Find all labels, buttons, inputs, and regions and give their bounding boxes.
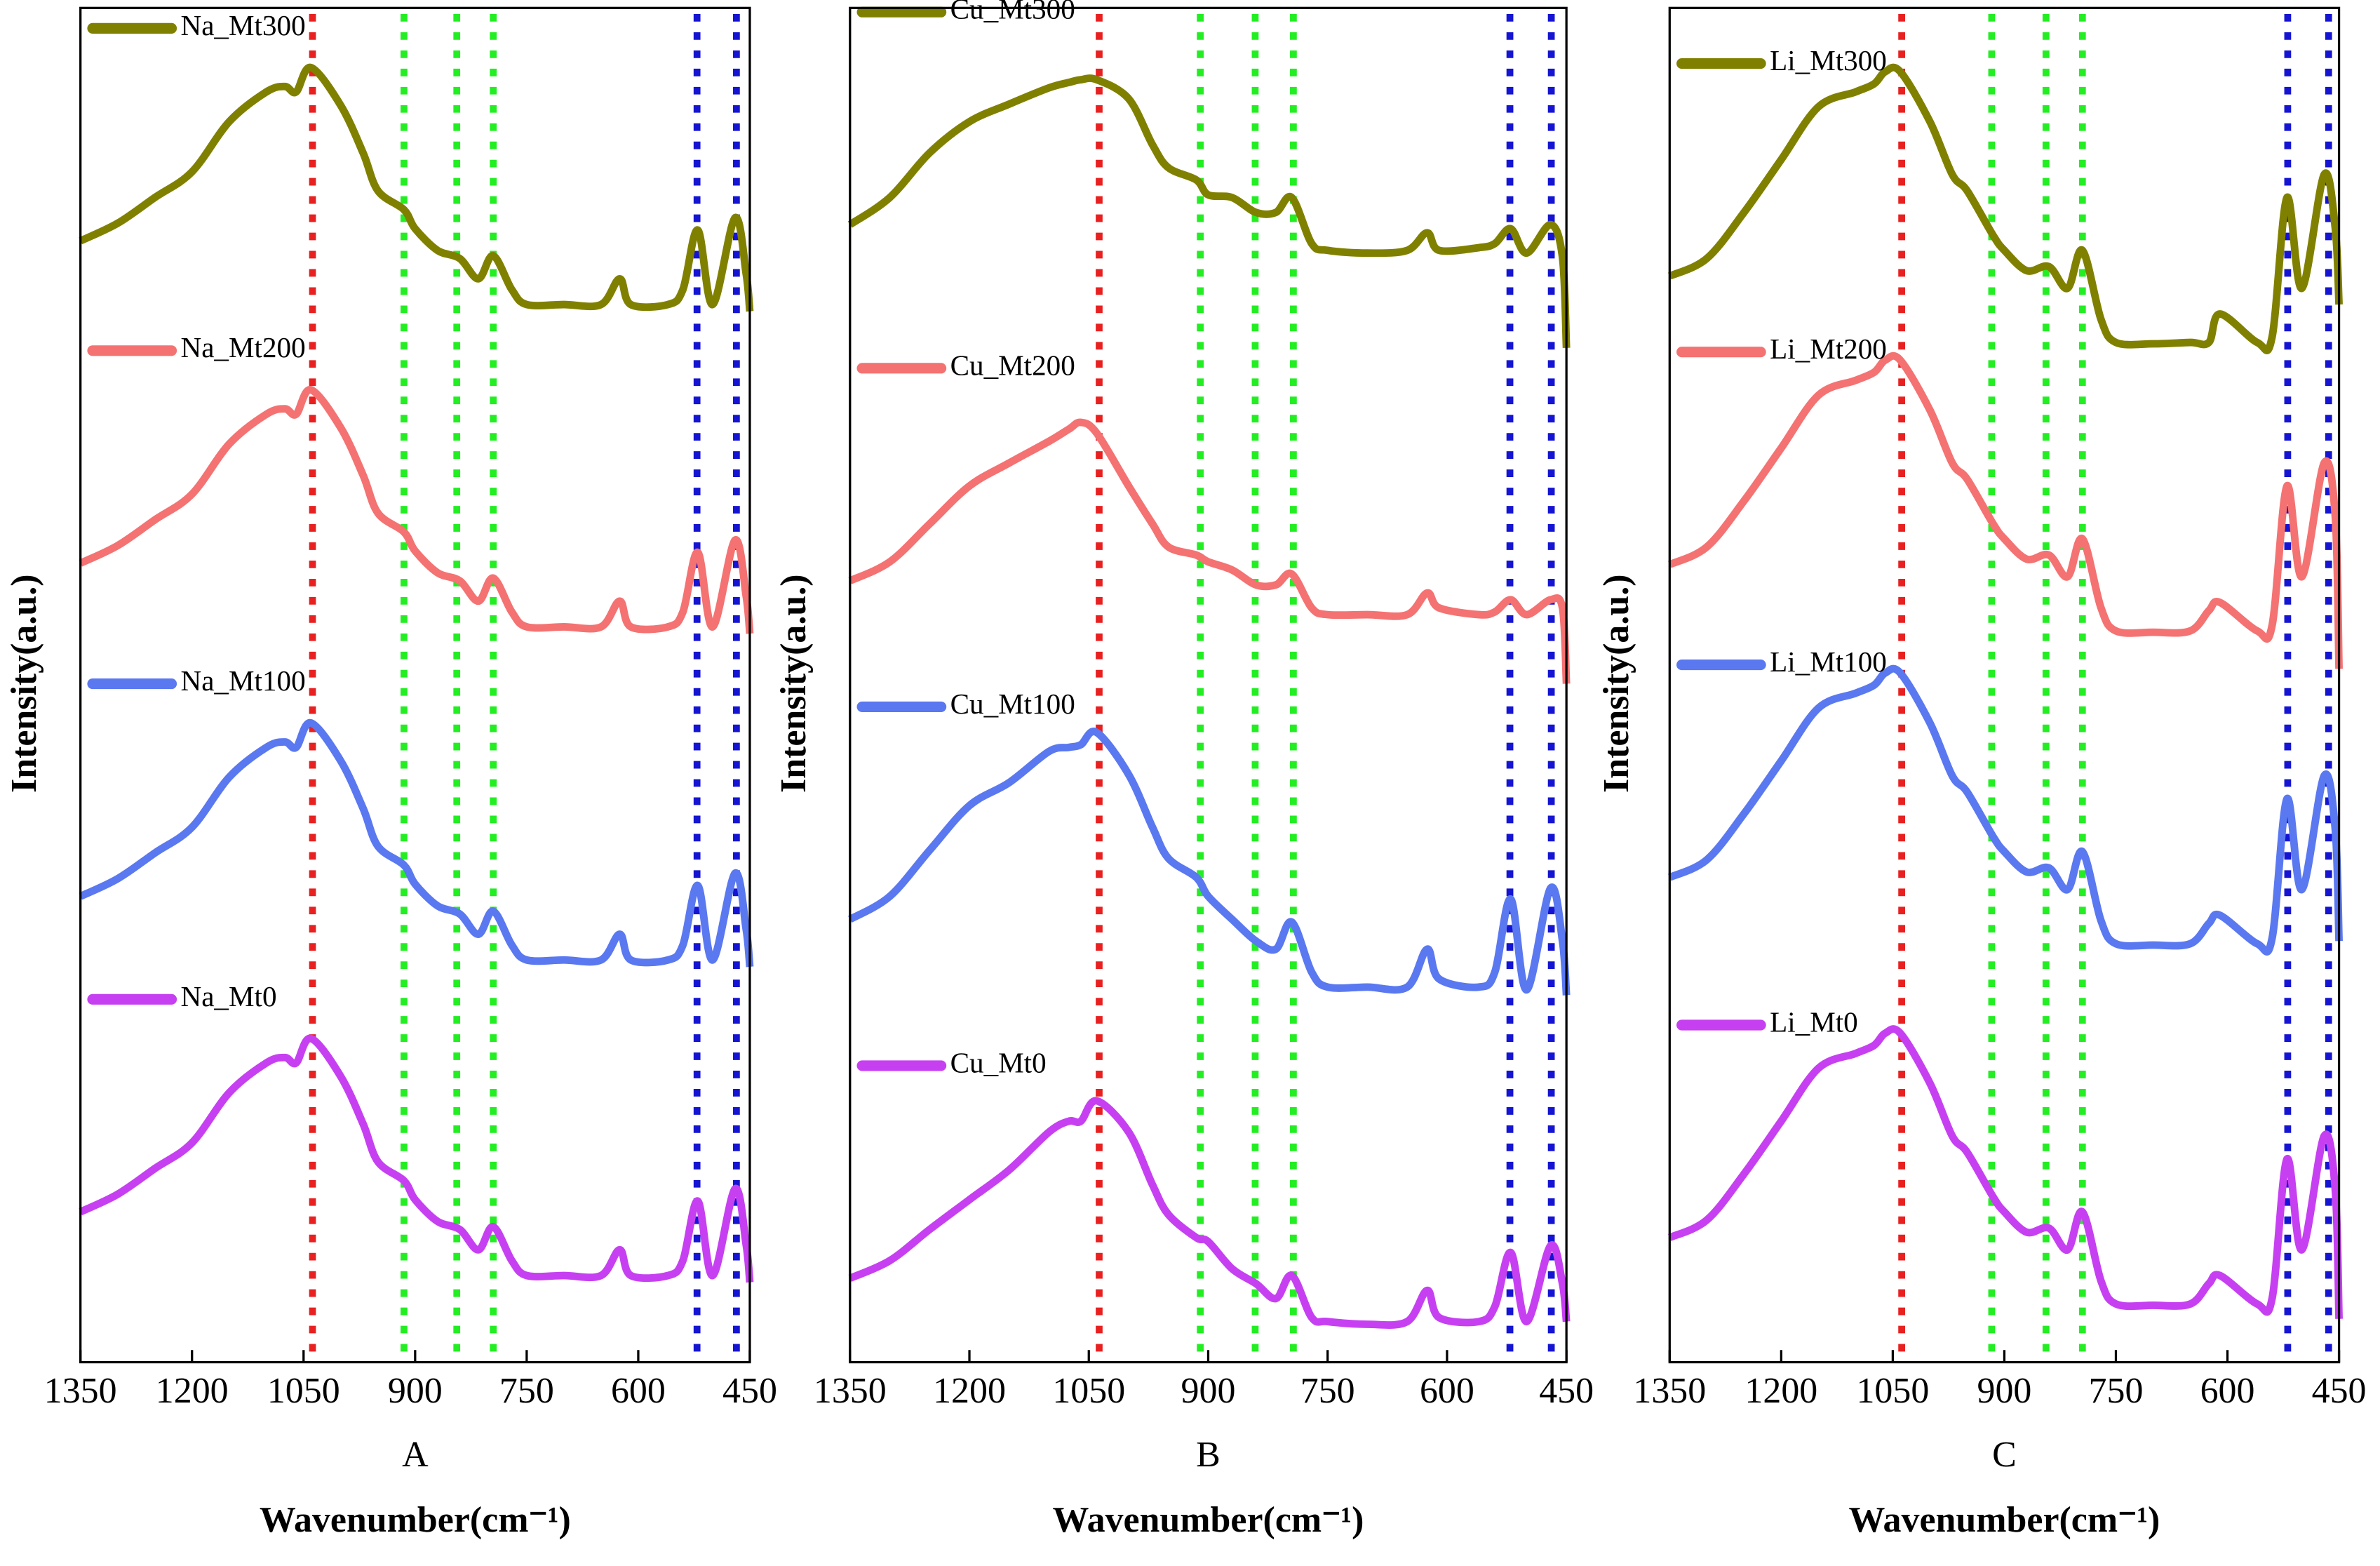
x-tick-label: 600 [611,1371,666,1411]
x-tick-label: 1350 [1633,1371,1706,1411]
x-tick-label: 1200 [933,1371,1006,1411]
legend-label: Na_Mt100 [181,664,306,697]
legend-label: Cu_Mt200 [950,349,1075,381]
y-axis-title: Intensity(a.u.) [1596,574,1636,793]
x-tick-label: 900 [1977,1371,2031,1411]
x-tick-label: 1350 [814,1371,887,1411]
panel: Na_Mt300 Na_Mt200 Na_Mt100 Na_Mt0 1350 1200 10… [4,6,777,1540]
x-tick-label: 450 [722,1371,777,1411]
spectrum-line [1667,664,2343,956]
x-axis-title: Wavenumber(cm⁻¹) [260,1500,571,1540]
x-axis-title: Wavenumber(cm⁻¹) [1053,1500,1364,1540]
x-tick-label: 450 [2312,1371,2367,1411]
legend-label: Cu_Mt0 [950,1046,1047,1078]
spectrum-line [1667,352,2343,669]
panel: Li_Mt300 Li_Mt200 Li_Mt100 Li_Mt0 1350 1200 10… [1596,6,2367,1540]
x-tick-label: 600 [2200,1371,2255,1411]
legend-label: Li_Mt200 [1770,333,1887,365]
legend-label: Na_Mt200 [181,331,306,363]
y-axis-title: Intensity(a.u.) [4,574,44,793]
legend-label: Li_Mt0 [1770,1005,1858,1038]
x-tick-label: 450 [1539,1371,1594,1411]
spectrum-line [1667,1025,2343,1319]
x-tick-label: 1050 [1052,1371,1125,1411]
x-tick-label: 750 [499,1371,554,1411]
spectrum-line [848,1097,1571,1329]
spectrum-line [848,418,1571,684]
spectrum-line [79,719,754,968]
panel-label: B [1196,1435,1221,1475]
x-tick-label: 750 [2089,1371,2144,1411]
x-tick-label: 750 [1300,1371,1355,1411]
x-tick-label: 1350 [44,1371,117,1411]
legend-label: Li_Mt300 [1770,44,1887,76]
x-tick-label: 1050 [267,1371,340,1411]
x-axis-title: Wavenumber(cm⁻¹) [1849,1500,2160,1540]
panel: Cu_Mt300 Cu_Mt200 Cu_Mt100 Cu_Mt0 1350 1200 10… [774,0,1594,1540]
spectrum-line [79,63,754,312]
panel-label: C [1992,1435,2017,1475]
spectrum-line [848,728,1571,996]
plot-frame [1668,6,2341,1364]
x-tick-label: 1200 [1744,1371,1817,1411]
legend-label: Na_Mt300 [181,9,306,41]
spectrum-line [79,386,754,634]
panel-label: A [402,1435,429,1475]
legend-label: Li_Mt100 [1770,645,1887,678]
spectrum-line [1667,63,2343,354]
legend-label: Cu_Mt100 [950,688,1075,720]
x-tick-label: 1050 [1856,1371,1929,1411]
x-tick-label: 900 [388,1371,443,1411]
x-tick-label: 1200 [156,1371,229,1411]
y-axis-title: Intensity(a.u.) [774,574,814,793]
legend-label: Na_Mt0 [181,980,277,1012]
x-tick-label: 600 [1420,1371,1474,1411]
plot-frame [849,6,1568,1364]
legend-label: Cu_Mt300 [950,0,1075,25]
spectrum-line [79,1034,754,1283]
spectrum-line [847,74,1571,349]
x-tick-label: 900 [1181,1371,1236,1411]
